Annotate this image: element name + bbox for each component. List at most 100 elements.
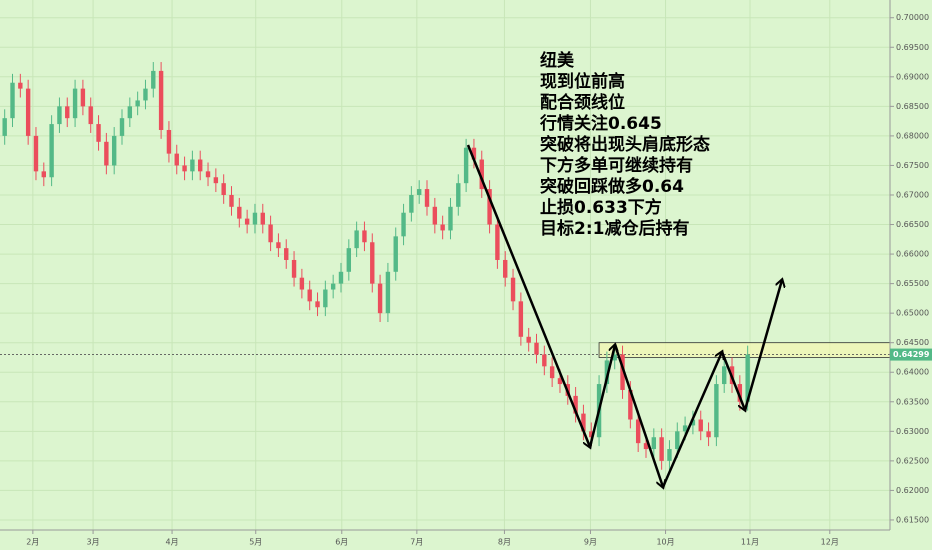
candle-body bbox=[346, 248, 352, 272]
candle-body bbox=[667, 449, 672, 461]
candle-body bbox=[221, 183, 226, 195]
y-tick-label: 0.69500 bbox=[896, 43, 929, 52]
candle-body bbox=[416, 189, 422, 195]
annotation-line: 目标2:1减仓后持有 bbox=[540, 218, 689, 239]
y-tick-label: 0.64500 bbox=[896, 338, 929, 347]
annotation-line: 纽美 bbox=[540, 50, 575, 71]
candle-body bbox=[268, 224, 273, 243]
y-tick-label: 0.65000 bbox=[896, 309, 929, 318]
candle-body bbox=[25, 88, 31, 136]
candle-body bbox=[463, 147, 469, 184]
annotation-line: 配合颈线位 bbox=[540, 92, 625, 113]
candle-body bbox=[198, 159, 203, 172]
candle-body bbox=[174, 153, 179, 166]
last-price-label: 0.64299 bbox=[893, 350, 930, 359]
candle-body bbox=[479, 159, 484, 190]
candle-body bbox=[370, 242, 375, 284]
y-tick-label: 0.66500 bbox=[896, 220, 929, 229]
candle-body bbox=[393, 236, 398, 272]
candle-body bbox=[698, 419, 703, 432]
arrow bbox=[661, 352, 722, 488]
x-tick-label: 5月 bbox=[249, 538, 262, 547]
candle-body bbox=[354, 230, 359, 249]
candle-body bbox=[635, 419, 641, 444]
candle-body bbox=[510, 277, 516, 302]
candle-body bbox=[440, 224, 445, 231]
candle-body bbox=[151, 70, 156, 89]
candle-body bbox=[291, 259, 297, 278]
candle-body bbox=[549, 366, 555, 379]
candle-body bbox=[96, 124, 101, 142]
candle-body bbox=[722, 366, 727, 385]
candle-body bbox=[737, 384, 743, 402]
candle-body bbox=[166, 129, 172, 154]
x-tick-label: 3月 bbox=[87, 538, 100, 547]
axes: 0.61500 0.62000 0.62500 0.63000 0.63500 0.640… bbox=[26, 13, 932, 547]
candle-body bbox=[745, 354, 750, 402]
candle-body bbox=[714, 384, 719, 438]
candle-body bbox=[675, 431, 680, 450]
candle-body bbox=[18, 82, 23, 89]
y-tick-label: 0.68500 bbox=[896, 102, 929, 111]
candle-body bbox=[706, 431, 711, 438]
candle-body bbox=[72, 88, 78, 119]
candle-body bbox=[682, 425, 688, 432]
candle-body bbox=[409, 194, 414, 213]
candle-body bbox=[299, 277, 305, 290]
candle-body bbox=[573, 395, 578, 414]
candle-body bbox=[432, 206, 438, 225]
x-tick-label: 6月 bbox=[335, 538, 348, 547]
candle-body bbox=[49, 124, 54, 178]
candle-body bbox=[41, 171, 46, 178]
candle-body bbox=[182, 165, 187, 172]
candle-body bbox=[487, 189, 492, 225]
candle-body bbox=[526, 336, 531, 343]
candle-body bbox=[323, 289, 328, 308]
candle-body bbox=[33, 135, 39, 172]
candle-body bbox=[213, 177, 219, 184]
annotation-line: 突破回踩做多0.64 bbox=[540, 176, 684, 197]
x-tick-label: 12月 bbox=[821, 538, 839, 547]
candle-body bbox=[534, 342, 539, 355]
candle-body bbox=[237, 206, 242, 219]
resistance-zone bbox=[598, 342, 891, 358]
arrow bbox=[720, 351, 745, 410]
candle-body bbox=[260, 212, 265, 225]
candle-body bbox=[111, 135, 117, 166]
candle-body bbox=[119, 118, 125, 136]
y-tick-label: 0.66000 bbox=[896, 250, 929, 259]
candle-body bbox=[628, 389, 633, 420]
annotation-line: 下方多单可继续持有 bbox=[540, 155, 693, 176]
candle-body bbox=[589, 431, 594, 438]
arrows bbox=[466, 144, 782, 488]
y-tick-label: 0.69000 bbox=[896, 72, 929, 81]
candle-body bbox=[557, 378, 563, 385]
y-tick-label: 0.63500 bbox=[896, 397, 929, 406]
candle-body bbox=[229, 194, 234, 207]
candle-body bbox=[643, 443, 649, 450]
x-tick-label: 4月 bbox=[166, 538, 179, 547]
x-tick-label: 9月 bbox=[584, 538, 597, 547]
annotation-line: 突破将出现头肩底形态 bbox=[540, 134, 710, 155]
x-tick-label: 7月 bbox=[410, 538, 423, 547]
candle-body bbox=[612, 354, 617, 361]
arrow bbox=[613, 344, 663, 487]
annotation: 纽美现到位前高配合颈线位行情关注0.645突破将出现头肩底形态下方多单可继续持有… bbox=[539, 50, 710, 239]
x-tick-label: 10月 bbox=[656, 538, 674, 547]
candle-body bbox=[127, 106, 133, 119]
candle-body bbox=[143, 88, 148, 101]
candle-body bbox=[315, 301, 320, 308]
y-tick-label: 0.64000 bbox=[896, 368, 929, 377]
candle-body bbox=[244, 218, 250, 225]
candle-body bbox=[495, 224, 500, 260]
x-tick-label: 2月 bbox=[26, 538, 39, 547]
candle-body bbox=[190, 159, 195, 172]
zone-layer bbox=[0, 342, 891, 358]
candle-body bbox=[104, 141, 109, 166]
y-tick-label: 0.62500 bbox=[896, 456, 929, 465]
candle-body bbox=[542, 354, 547, 367]
candle-body bbox=[471, 147, 477, 160]
annotation-line: 行情关注0.645 bbox=[539, 113, 662, 134]
candle-body bbox=[80, 88, 86, 107]
candle-body bbox=[2, 118, 7, 136]
